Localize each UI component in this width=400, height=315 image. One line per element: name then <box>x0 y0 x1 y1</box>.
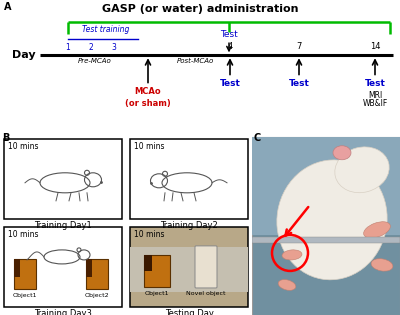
Text: 4: 4 <box>227 42 233 51</box>
Text: Test: Test <box>220 30 238 39</box>
Text: MRI: MRI <box>368 90 382 100</box>
Text: A: A <box>4 2 12 12</box>
Text: Pre-MCAo: Pre-MCAo <box>78 58 112 64</box>
Text: C: C <box>254 133 261 143</box>
Text: Day: Day <box>12 50 36 60</box>
Text: 2: 2 <box>89 43 93 52</box>
Text: Test: Test <box>364 79 386 89</box>
Text: Test: Test <box>220 79 240 89</box>
FancyBboxPatch shape <box>252 137 400 235</box>
Ellipse shape <box>282 250 302 260</box>
Text: GASP (or water) administration: GASP (or water) administration <box>102 4 298 14</box>
Text: 10 mins: 10 mins <box>134 142 164 151</box>
Text: Test training: Test training <box>82 25 130 34</box>
Text: 7: 7 <box>296 42 302 51</box>
Ellipse shape <box>333 146 351 160</box>
Text: B: B <box>2 133 9 143</box>
FancyBboxPatch shape <box>4 139 122 219</box>
Ellipse shape <box>278 280 296 290</box>
FancyBboxPatch shape <box>144 255 152 271</box>
FancyBboxPatch shape <box>144 255 170 287</box>
FancyBboxPatch shape <box>252 137 400 315</box>
Text: Post-MCAo: Post-MCAo <box>176 58 214 64</box>
FancyBboxPatch shape <box>4 227 122 307</box>
Text: Object1: Object1 <box>145 291 169 296</box>
FancyBboxPatch shape <box>195 246 217 288</box>
FancyBboxPatch shape <box>252 237 400 243</box>
Text: WB&IF: WB&IF <box>362 99 388 107</box>
Text: Training Day3: Training Day3 <box>34 309 92 315</box>
Text: Object1: Object1 <box>13 293 37 298</box>
Ellipse shape <box>335 147 389 193</box>
Text: 10 mins: 10 mins <box>8 142 38 151</box>
Text: Test: Test <box>288 79 310 89</box>
Text: Testing Day: Testing Day <box>164 309 214 315</box>
Text: MCAo
(or sham): MCAo (or sham) <box>125 88 171 108</box>
FancyBboxPatch shape <box>14 259 36 289</box>
FancyBboxPatch shape <box>86 259 108 289</box>
Text: 10 mins: 10 mins <box>8 230 38 239</box>
Text: 10 mins: 10 mins <box>134 230 164 239</box>
Text: Training Day2: Training Day2 <box>160 221 218 230</box>
Ellipse shape <box>364 222 390 238</box>
Text: 1: 1 <box>66 43 70 52</box>
Text: 3: 3 <box>112 43 116 52</box>
FancyBboxPatch shape <box>86 259 92 277</box>
FancyBboxPatch shape <box>14 259 20 277</box>
FancyBboxPatch shape <box>130 227 248 307</box>
Text: 14: 14 <box>370 42 380 51</box>
Ellipse shape <box>277 160 387 280</box>
Text: Training Day1: Training Day1 <box>34 221 92 230</box>
FancyBboxPatch shape <box>130 247 248 292</box>
Ellipse shape <box>371 259 393 271</box>
Text: Object2: Object2 <box>85 293 109 298</box>
FancyBboxPatch shape <box>130 139 248 219</box>
Text: Novel object: Novel object <box>186 291 226 296</box>
